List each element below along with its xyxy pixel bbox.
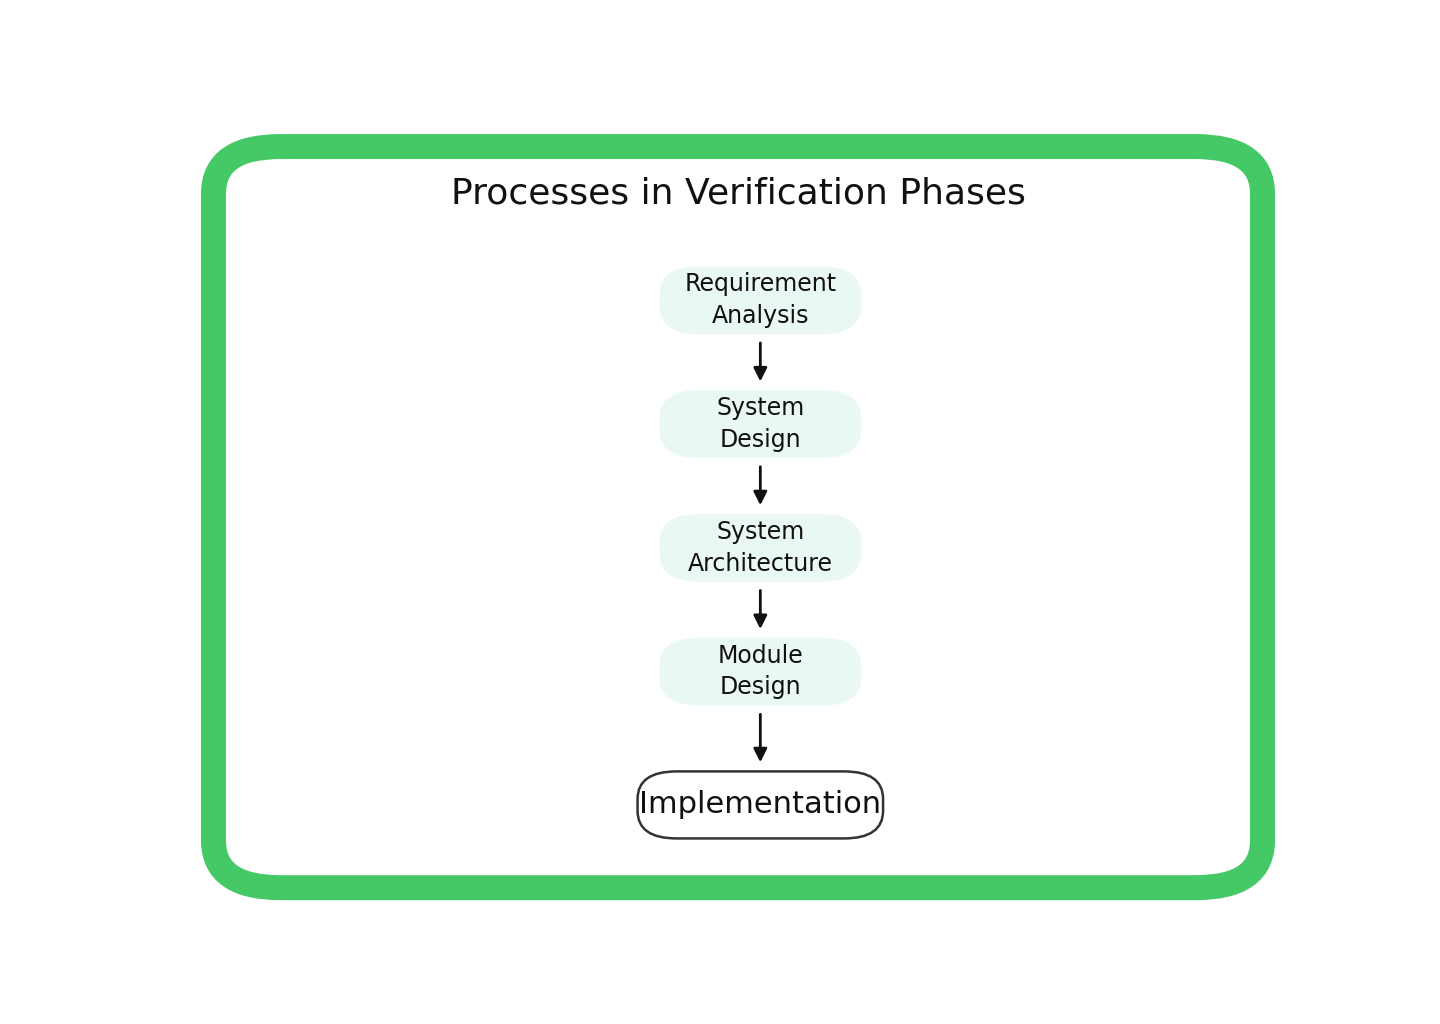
Text: Processes in Verification Phases: Processes in Verification Phases [451, 177, 1025, 211]
FancyBboxPatch shape [638, 771, 883, 839]
Text: System
Design: System Design [716, 396, 805, 452]
FancyBboxPatch shape [660, 514, 861, 582]
FancyBboxPatch shape [660, 638, 861, 706]
Text: Implementation: Implementation [639, 791, 881, 819]
FancyBboxPatch shape [660, 390, 861, 458]
Text: Requirement
Analysis: Requirement Analysis [684, 272, 837, 328]
Text: Module
Design: Module Design [717, 644, 804, 699]
Text: System
Architecture: System Architecture [688, 520, 832, 575]
FancyBboxPatch shape [660, 267, 861, 334]
